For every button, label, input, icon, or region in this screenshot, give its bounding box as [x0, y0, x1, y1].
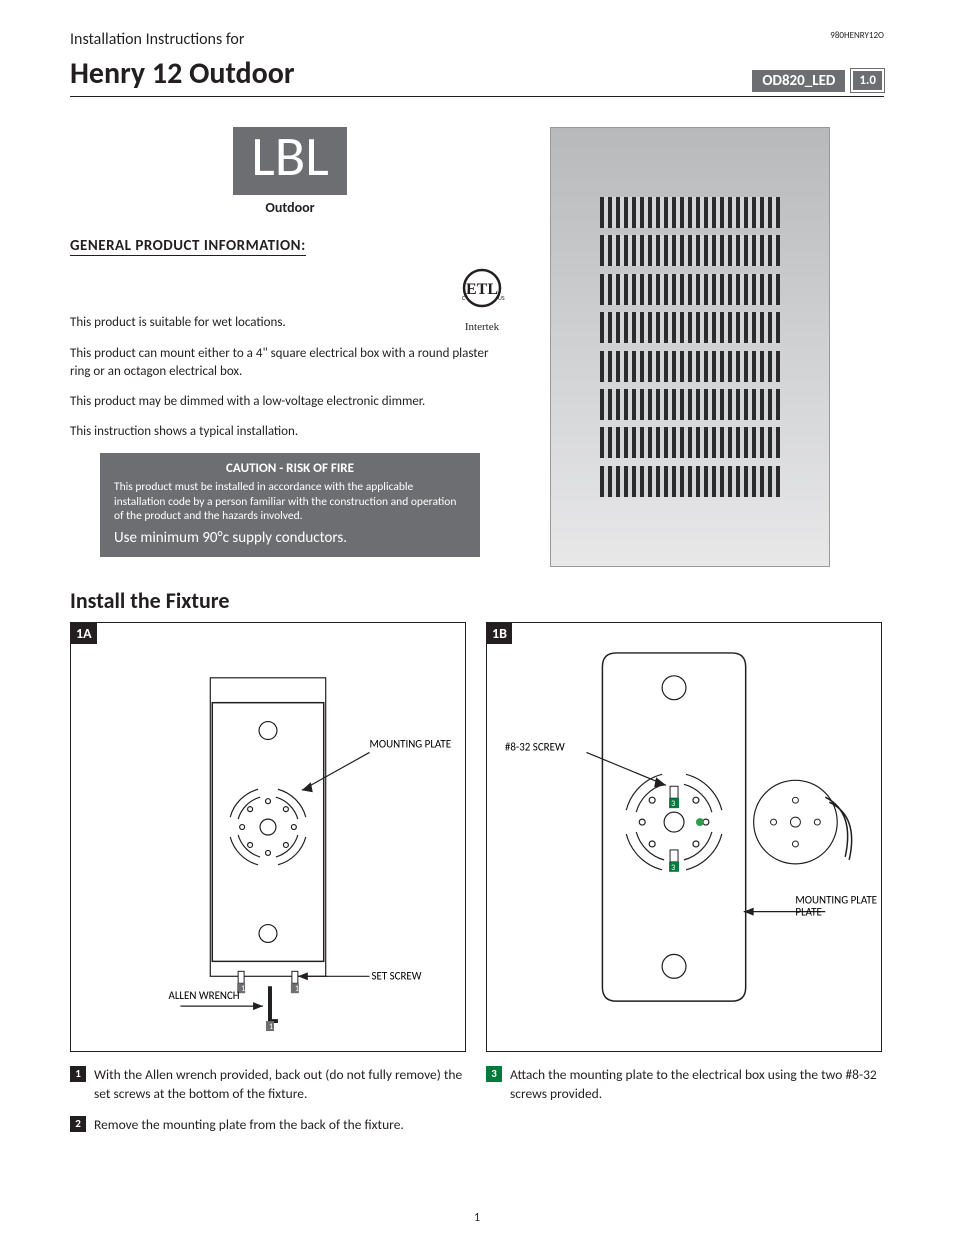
info-para-4: This instruction shows a typical install…	[70, 423, 510, 441]
diagram-1b: 1B	[486, 622, 882, 1052]
caution-body: This product must be installed in accord…	[114, 480, 466, 523]
caution-title: CAUTION - RISK OF FIRE	[114, 461, 466, 476]
svg-text:#8-32 SCREW: #8-32 SCREW	[505, 740, 565, 753]
step-3-badge: 3	[486, 1066, 502, 1082]
caution-footer: Use minimum 90°c supply conductors.	[114, 529, 466, 547]
step-1: 1 With the Allen wrench provided, back o…	[70, 1066, 466, 1104]
step-1-text: With the Allen wrench provided, back out…	[94, 1066, 466, 1104]
brand-logo: LBL	[233, 127, 347, 195]
brand-logo-block: LBL Outdoor	[70, 127, 510, 216]
step-2-badge: 2	[70, 1116, 86, 1132]
brand-subtitle: Outdoor	[70, 199, 510, 216]
page-title: Henry 12 Outdoor	[70, 55, 295, 92]
svg-text:US: US	[498, 294, 505, 302]
model-group: OD820_LED 1.0	[752, 69, 884, 92]
info-para-3: This product may be dimmed with a low-vo…	[70, 393, 510, 411]
document-number: 980HENRY12O	[830, 30, 884, 41]
cert-label: Intertek	[454, 321, 510, 333]
svg-text:PLATE: PLATE	[795, 906, 821, 919]
svg-text:3: 3	[671, 799, 675, 809]
step-2-text: Remove the mounting plate from the back …	[94, 1116, 404, 1135]
svg-text:1: 1	[295, 984, 299, 994]
etl-cert-mark: ETL C US Intertek	[454, 266, 510, 333]
diagram-1a-badge: 1A	[71, 623, 97, 644]
svg-text:MOUNTING PLATE: MOUNTING PLATE	[369, 737, 451, 750]
info-para-2: This product can mount either to a 4" sq…	[70, 345, 510, 381]
product-illustration	[550, 127, 830, 567]
step-2: 2 Remove the mounting plate from the bac…	[70, 1116, 466, 1135]
model-code-badge: OD820_LED	[752, 70, 845, 92]
svg-text:1: 1	[241, 984, 245, 994]
step-3: 3 Attach the mounting plate to the elect…	[486, 1066, 882, 1104]
svg-text:3: 3	[671, 863, 675, 873]
step-3-text: Attach the mounting plate to the electri…	[510, 1066, 882, 1104]
svg-text:ALLEN WRENCH: ALLEN WRENCH	[169, 989, 240, 1002]
step-1-badge: 1	[70, 1066, 86, 1082]
svg-text:1: 1	[269, 1022, 273, 1032]
diagram-1b-badge: 1B	[487, 623, 512, 644]
general-info-heading: GENERAL PRODUCT INFORMATION:	[70, 237, 306, 256]
caution-box: CAUTION - RISK OF FIRE This product must…	[100, 453, 480, 557]
svg-text:ETL: ETL	[466, 281, 498, 298]
version-badge: 1.0	[851, 69, 884, 92]
install-heading: Install the Fixture	[70, 587, 884, 614]
diagram-1a: 1A	[70, 622, 466, 1052]
pretitle: Installation Instructions for	[70, 30, 244, 49]
info-para-1: This product is suitable for wet locatio…	[70, 314, 286, 332]
svg-text:SET SCREW: SET SCREW	[371, 969, 421, 982]
page-number: 1	[0, 1211, 954, 1225]
